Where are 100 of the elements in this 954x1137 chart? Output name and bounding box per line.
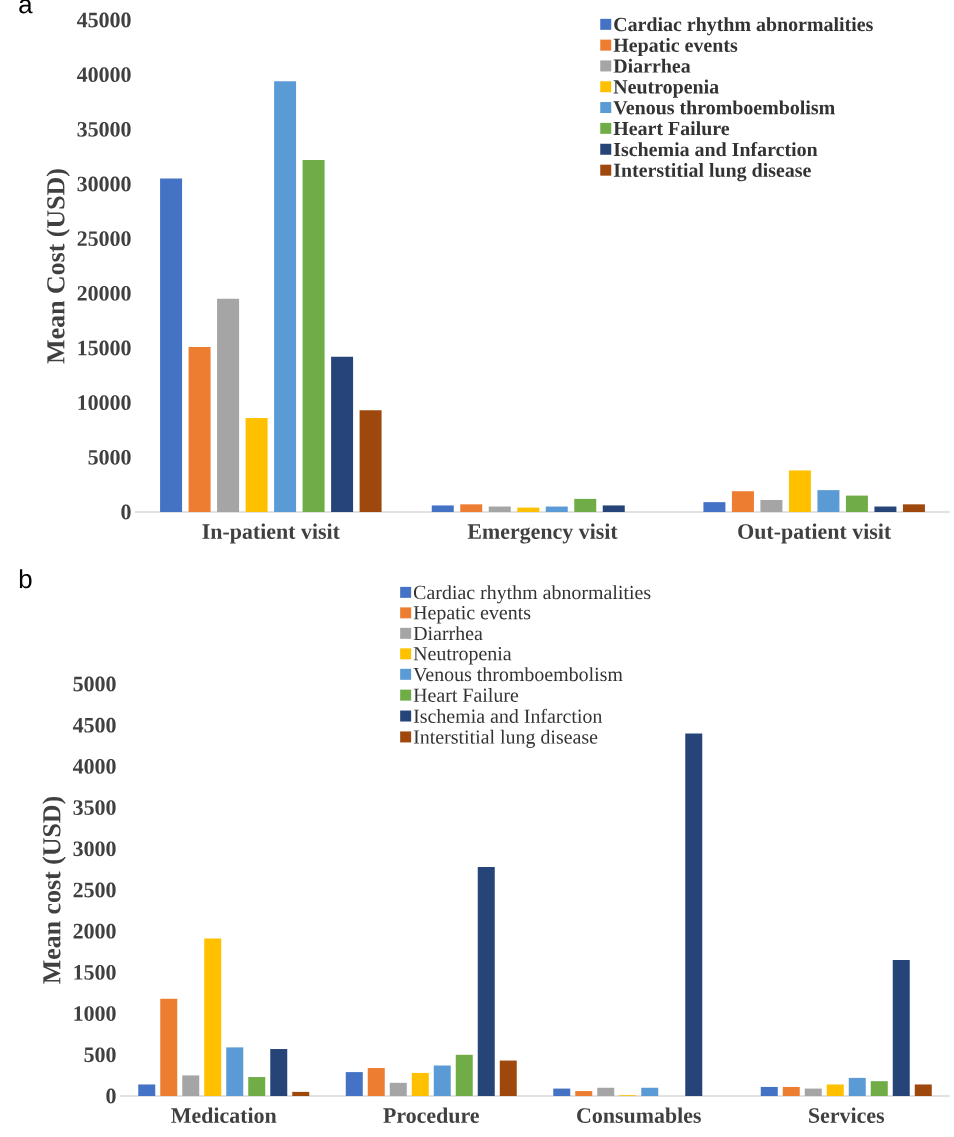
bar [545,506,568,512]
bar [138,1084,156,1096]
bar [204,938,222,1096]
bar [389,1082,407,1096]
bar [292,1091,310,1096]
legend-label: Ischemia and Infarction [413,708,603,723]
y-tick-label: 10000 [78,395,131,411]
legend-label: Diarrhea [613,58,691,73]
bar [804,1088,822,1096]
y-tick-label: 3500 [73,800,116,815]
bar [826,1084,844,1096]
bar [760,1086,778,1096]
x-tick-label: Medication [171,1107,277,1123]
y-tick-label: 25000 [77,231,131,247]
y-tick-label: 2000 [73,923,116,939]
bar [553,1088,571,1096]
bar [782,1086,800,1096]
y-tick-label: 20000 [77,285,131,301]
bar [248,1077,266,1096]
legend-label: Cardiac rhythm abnormalities [614,17,873,36]
legend-label: Neutropenia [613,79,719,98]
legend-label: Hepatic events [413,606,531,624]
y-tick-label: 5000 [73,676,116,692]
bar [848,1077,866,1096]
legend-label: Interstitial lung disease [413,729,598,748]
bar [274,81,297,512]
bar [641,1087,659,1096]
legend-label: Diarrhea [413,626,483,641]
y-axis-title: Mean Cost (USD) [46,169,70,364]
y-tick-label: 5000 [88,449,131,465]
y-tick-label: 0 [106,1088,116,1104]
legend-label: Venous thromboembolism [413,667,623,682]
bar [902,504,925,512]
bar [597,1087,615,1096]
y-tick-label: 0 [121,504,131,520]
bar [499,1060,517,1096]
legend-label: Heart Failure [413,687,519,702]
bar [302,159,325,512]
bar [188,346,211,512]
y-tick-label: 30000 [77,176,131,192]
y-tick-label: 3000 [73,841,116,857]
bar [270,1049,288,1096]
y-tick-label: 2500 [73,882,116,898]
y-tick-label: 35000 [77,121,131,137]
bar [703,502,726,512]
x-tick-label: Emergency visit [467,523,618,544]
chart-title: b [19,569,32,589]
legend-label: Cardiac rhythm abnormalities [413,585,651,604]
bar [431,505,454,512]
y-tick-label: 4500 [72,717,116,733]
x-tick-label: Services [809,1107,885,1123]
y-tick-label: 1000 [74,1006,116,1021]
y-tick-label: 4000 [72,759,116,774]
y-tick-label: 40000 [76,67,131,83]
bar [411,1072,429,1096]
bar [433,1065,451,1096]
bar [477,866,495,1096]
x-tick-label: In-patient visit [202,523,340,544]
bar [182,1075,200,1096]
y-tick-label: 45000 [76,12,131,28]
bar [160,178,183,512]
bar [345,1072,363,1096]
bar [359,410,382,512]
bar [488,506,511,512]
bar [460,504,483,512]
legend-label: Venous thromboembolism [613,100,835,115]
y-tick-label: 500 [84,1047,116,1063]
legend-label: Interstitial lung disease [613,163,811,182]
bar [226,1047,244,1096]
bar [367,1067,385,1096]
bar [331,356,354,512]
bar [760,499,783,512]
bar [160,998,178,1096]
legend-label: Neutropenia [413,646,512,665]
y-axis-title: Mean cost (USD) [42,796,66,984]
y-tick-label: 1500 [74,965,116,980]
bar [602,505,625,512]
bar [788,470,811,512]
bar [731,491,754,512]
bar [685,733,703,1096]
x-tick-label: Procedure [383,1107,479,1123]
bar [870,1081,888,1096]
y-tick-label: 15000 [78,340,131,356]
x-tick-label: Consumables [577,1107,701,1123]
bar [817,490,840,512]
legend-label: Ischemia and Infarction [613,141,818,157]
chart-title: a [19,0,33,14]
bar [574,498,597,512]
bar [245,417,268,512]
bar [874,506,897,512]
bar [575,1091,593,1096]
bar [517,507,540,512]
bar [892,960,910,1096]
bar [217,298,240,512]
bar [455,1054,473,1096]
x-tick-label: Out-patient visit [738,523,892,544]
bar [914,1084,932,1096]
legend-label: Heart Failure [613,121,730,136]
legend-label: Hepatic events [613,37,738,57]
bar [845,495,868,512]
